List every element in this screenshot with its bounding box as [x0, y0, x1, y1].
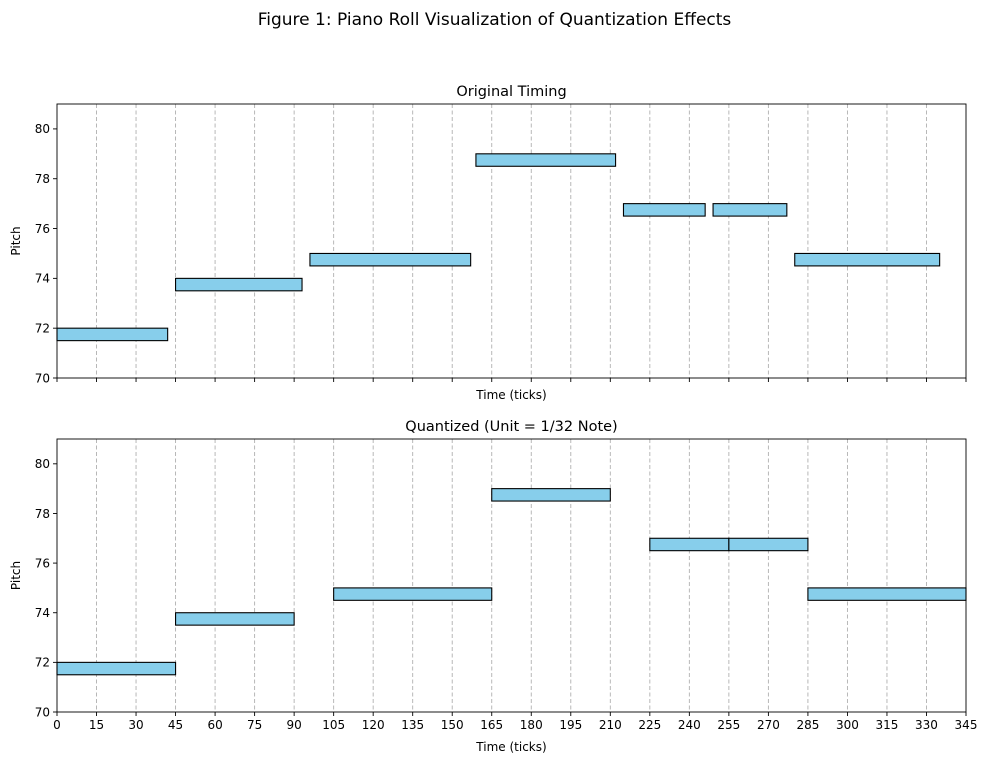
- y-tick-label: 70: [35, 371, 50, 385]
- note-bar: [712, 203, 788, 217]
- y-axis-label: Pitch: [9, 226, 23, 255]
- x-tick-label: 120: [362, 718, 385, 732]
- note-bar: [807, 587, 967, 601]
- x-tick-label: 75: [247, 718, 262, 732]
- x-tick-label: 210: [599, 718, 622, 732]
- note-bar: [333, 587, 493, 601]
- x-tick-label: 60: [207, 718, 222, 732]
- x-tick-label: 135: [401, 718, 424, 732]
- subplot-1: Original Timing 70 72 74 76 78 80 Time (ticks) P…: [9, 84, 967, 402]
- x-tick-label: 180: [520, 718, 543, 732]
- note-bar: [728, 537, 809, 552]
- x-tick-label: 15: [89, 718, 104, 732]
- x-tick-label: 255: [717, 718, 740, 732]
- x-tick-label: 45: [168, 718, 183, 732]
- y-tick-label: 76: [35, 556, 50, 570]
- y-tick-label: 72: [35, 321, 50, 335]
- x-tick-label: 315: [876, 718, 899, 732]
- x-tick-label: 285: [796, 718, 819, 732]
- note-bar: [309, 252, 472, 267]
- x-tick-label: 345: [955, 718, 978, 732]
- x-tick-label: 105: [322, 718, 345, 732]
- x-axis-label: Time (ticks): [475, 388, 546, 402]
- y-tick-label: 74: [35, 606, 50, 620]
- x-tick-label: 150: [441, 718, 464, 732]
- note-bar: [175, 277, 303, 292]
- note-bar: [622, 203, 706, 217]
- y-axis-label: Pitch: [9, 561, 23, 590]
- note-bar: [175, 612, 295, 626]
- subplot-title: Quantized (Unit = 1/32 Note): [405, 419, 617, 435]
- x-tick-label: 225: [638, 718, 661, 732]
- y-tick-label: 80: [35, 122, 50, 136]
- x-axis-label: Time (ticks): [475, 740, 546, 754]
- x-tick-label: 0: [53, 718, 61, 732]
- y-tick-label: 74: [35, 272, 50, 286]
- y-tick-label: 78: [35, 507, 50, 521]
- axes-frame: [56, 103, 967, 379]
- figure-title: Figure 1: Piano Roll Visualization of Qu…: [258, 10, 732, 30]
- y-tick-label: 78: [35, 172, 50, 186]
- x-tick-label: 165: [480, 718, 503, 732]
- note-bar: [491, 488, 611, 502]
- x-tick-label: 195: [559, 718, 582, 732]
- x-tick-label: 300: [836, 718, 859, 732]
- plots-container: Original Timing 70 72 74 76 78 80 Time (ticks) P…: [9, 84, 977, 754]
- subplot-title: Original Timing: [456, 84, 566, 100]
- y-tick-label: 76: [35, 222, 50, 236]
- x-tick-label: 270: [757, 718, 780, 732]
- axes-frame: [56, 438, 967, 713]
- note-bar: [56, 327, 169, 342]
- y-tick-label: 80: [35, 457, 50, 471]
- x-tick-label: 330: [915, 718, 938, 732]
- note-bar: [56, 661, 177, 676]
- y-tick-label: 72: [35, 656, 50, 670]
- note-bar: [794, 252, 941, 267]
- subplot-2: Quantized (Unit = 1/32 Note) 0 15 30 45 60 75 9…: [9, 419, 977, 754]
- note-bar: [649, 537, 730, 552]
- x-tick-label: 30: [128, 718, 143, 732]
- note-bar: [475, 153, 617, 167]
- x-tick-label: 90: [286, 718, 301, 732]
- x-tick-label: 240: [678, 718, 701, 732]
- y-tick-label: 70: [35, 705, 50, 719]
